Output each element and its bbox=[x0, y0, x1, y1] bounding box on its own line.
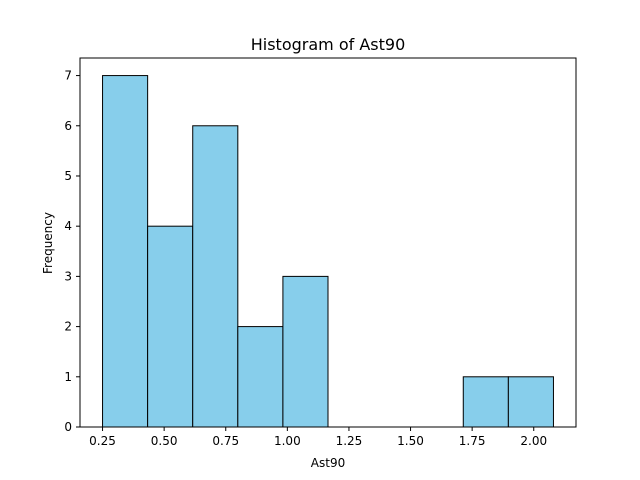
histogram-bar-0 bbox=[102, 75, 149, 428]
x-tick-label-3: 1.00 bbox=[274, 434, 301, 448]
y-ticks-group: 0 1 2 3 4 5 6 7 bbox=[64, 69, 80, 434]
histogram-bar-2 bbox=[192, 125, 239, 428]
x-ticks-group: 0.25 0.50 0.75 1.00 1.25 1.50 1.75 2.00 bbox=[89, 427, 547, 448]
y-tick-label-4: 4 bbox=[64, 219, 72, 233]
bars-group bbox=[102, 75, 554, 428]
plot-frame bbox=[79, 57, 577, 428]
x-axis-label: Ast90 bbox=[311, 456, 345, 470]
x-tick-label-4: 1.25 bbox=[336, 434, 363, 448]
y-axis-label: Frequency bbox=[41, 212, 55, 274]
x-tick-label-5: 1.50 bbox=[397, 434, 424, 448]
histogram-bar-1 bbox=[147, 225, 194, 428]
histogram-bar-9 bbox=[507, 376, 554, 428]
y-tick-label-3: 3 bbox=[64, 269, 72, 283]
histogram-bar-8 bbox=[462, 376, 509, 428]
y-tick-label-7: 7 bbox=[64, 69, 72, 83]
y-tick-label-5: 5 bbox=[64, 169, 72, 183]
y-tick-label-6: 6 bbox=[64, 119, 72, 133]
histogram-bar-3 bbox=[237, 326, 284, 428]
x-tick-label-2: 0.75 bbox=[212, 434, 239, 448]
x-tick-label-0: 0.25 bbox=[89, 434, 116, 448]
chart-title: Histogram of Ast90 bbox=[251, 35, 406, 54]
y-tick-label-0: 0 bbox=[64, 420, 72, 434]
x-tick-label-1: 0.50 bbox=[151, 434, 178, 448]
y-tick-label-2: 2 bbox=[64, 320, 72, 334]
histogram-bar-4 bbox=[282, 275, 329, 428]
y-tick-label-1: 1 bbox=[64, 370, 72, 384]
x-tick-label-6: 1.75 bbox=[459, 434, 486, 448]
x-tick-label-7: 2.00 bbox=[520, 434, 547, 448]
